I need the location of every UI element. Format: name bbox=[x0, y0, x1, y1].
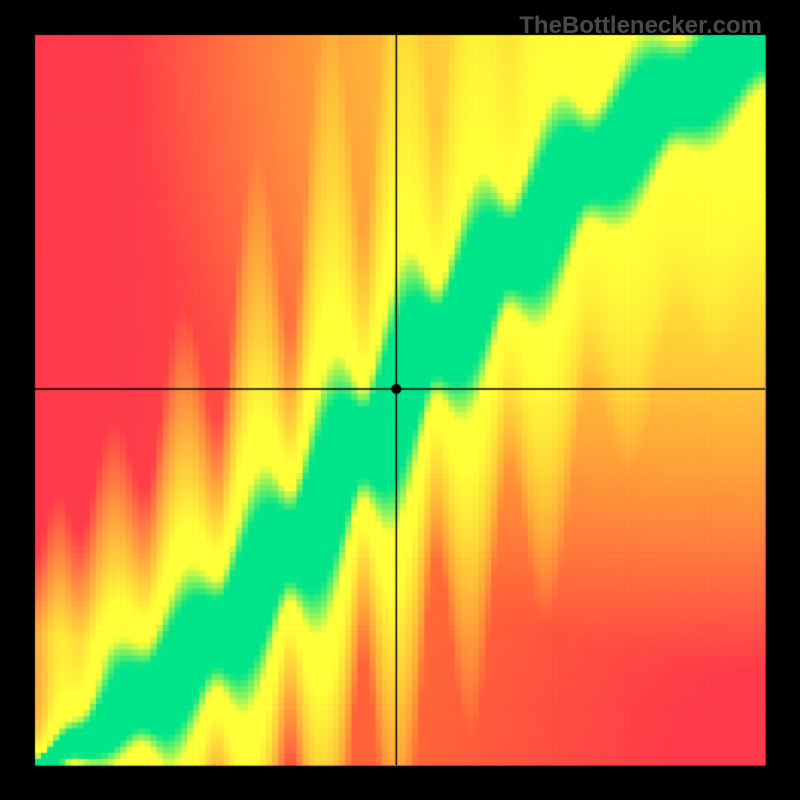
heatmap-canvas bbox=[0, 0, 800, 800]
chart-container: TheBottlenecker.com bbox=[0, 0, 800, 800]
watermark-text: TheBottlenecker.com bbox=[519, 12, 762, 40]
